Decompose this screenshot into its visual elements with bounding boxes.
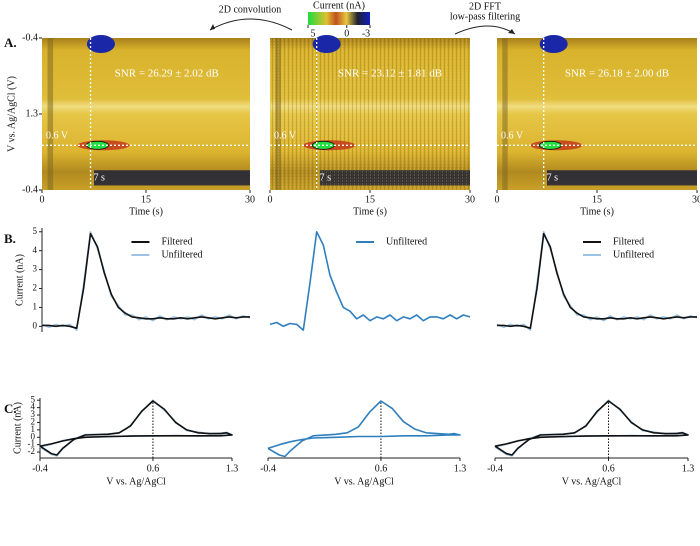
x-tick-label: 0.6	[375, 463, 388, 474]
y-axis-label: Current (nA)	[14, 254, 25, 306]
x-tick-label: -0.4	[487, 463, 503, 474]
y-tick-label: -2	[28, 446, 36, 456]
x-axis-label: V vs. Ag/AgCl	[334, 476, 394, 487]
y-tick-label: 4	[31, 402, 36, 412]
y-tick-label: 1.3	[26, 108, 39, 119]
series-line	[497, 232, 697, 329]
y-tick-label: -0.4	[22, 184, 38, 195]
x-tick-label: 0.6	[147, 463, 160, 474]
x-tick-label: 15	[141, 194, 151, 205]
x-axis-label: V vs. Ag/AgCl	[106, 476, 166, 487]
arrow-label: 2D FFT	[469, 1, 501, 12]
colorbar-tick-label: 0	[344, 28, 349, 39]
panel-label: B.	[4, 231, 16, 246]
arrow-label: 2D convolution	[219, 4, 282, 15]
y-tick-label: 0	[33, 320, 38, 330]
arrow-label: low-pass filtering	[450, 11, 520, 22]
legend-label: Unfiltered	[613, 249, 654, 260]
legend-label: Filtered	[613, 236, 644, 247]
y-axis-label: Current (nA)	[12, 402, 23, 454]
y-tick-label: 5	[33, 226, 38, 236]
heatmap-blob	[86, 35, 115, 53]
x-tick-label: 0	[495, 194, 500, 205]
legend-label: Filtered	[161, 236, 192, 247]
colorbar-label: Current (nA)	[313, 0, 365, 11]
series-line	[42, 232, 250, 329]
snr-label: SNR = 26.18 ± 2.00 dB	[565, 68, 669, 80]
x-tick-label: 15	[592, 194, 602, 205]
legend-label: Unfiltered	[161, 249, 202, 260]
x-tick-label: 30	[245, 194, 255, 205]
crosshair-label: 0.6 V	[501, 131, 524, 142]
x-axis-label: Time (s)	[353, 206, 387, 217]
x-tick-label: 0	[268, 194, 273, 205]
crosshair-label: 7 s	[320, 172, 332, 183]
x-tick-label: 30	[465, 194, 475, 205]
y-tick-label: 2	[31, 417, 36, 427]
series-line	[39, 400, 233, 456]
series-line	[267, 400, 461, 458]
crosshair-label: 0.6 V	[46, 131, 69, 142]
x-tick-label: 1.3	[226, 463, 239, 474]
panel-label: A.	[4, 35, 17, 50]
x-axis-label: Time (s)	[129, 206, 163, 217]
series-line	[494, 400, 689, 456]
y-tick-label: 1	[33, 301, 38, 311]
arrow	[209, 18, 293, 31]
legend-label: Unfiltered	[386, 236, 427, 247]
x-axis-label: V vs. Ag/AgCl	[562, 476, 622, 487]
x-tick-label: -0.4	[260, 463, 276, 474]
heatmap	[42, 38, 250, 190]
x-tick-label: 30	[692, 194, 700, 205]
snr-label: SNR = 23.12 ± 1.81 dB	[338, 68, 442, 80]
y-tick-label: 4	[33, 245, 38, 255]
arrowhead	[210, 24, 215, 30]
heatmap-band	[94, 170, 250, 186]
heatmap-stripe	[502, 38, 508, 190]
x-axis-label: Time (s)	[580, 206, 614, 217]
y-tick-label: 2	[33, 283, 38, 293]
colorbar-tick-label: 5	[311, 28, 316, 39]
heatmap-band	[547, 170, 697, 186]
hotspot	[86, 140, 109, 150]
crosshair-label: 0.6 V	[274, 131, 297, 142]
heatmap-blob	[539, 35, 568, 53]
x-tick-label: 1.3	[682, 463, 695, 474]
y-tick-label: 3	[31, 409, 36, 419]
series-line	[269, 231, 471, 331]
x-tick-label: 15	[365, 194, 375, 205]
x-tick-label: 0	[40, 194, 45, 205]
series-line	[39, 399, 233, 457]
arrowhead	[508, 29, 515, 34]
y-tick-label: 3	[33, 264, 38, 274]
y-tick-label: 0	[31, 431, 36, 441]
y-tick-label: -1	[28, 439, 36, 449]
y-tick-label: 5	[31, 394, 36, 404]
colorbar	[308, 12, 370, 25]
heatmap	[497, 38, 697, 190]
heatmap-noise	[270, 38, 470, 190]
y-tick-label: 1	[31, 424, 36, 434]
y-tick-label: -0.4	[22, 32, 38, 43]
crosshair-label: 7 s	[94, 172, 106, 183]
series-line	[41, 231, 251, 331]
arrow	[454, 25, 516, 35]
colorbar-tick-label: -3	[362, 28, 370, 39]
heatmap-blob	[312, 35, 341, 53]
x-tick-label: 1.3	[454, 463, 467, 474]
series-line	[494, 399, 689, 457]
series-line	[496, 231, 698, 331]
x-tick-label: 0.6	[602, 463, 615, 474]
y-axis-label: V vs. Ag/AgCl (V)	[6, 76, 17, 152]
crosshair-label: 7 s	[547, 172, 559, 183]
heatmap-stripe	[47, 38, 54, 190]
snr-label: SNR = 26.29 ± 2.02 dB	[115, 68, 219, 80]
panel-label: C.	[4, 401, 17, 416]
x-tick-label: -0.4	[32, 463, 48, 474]
